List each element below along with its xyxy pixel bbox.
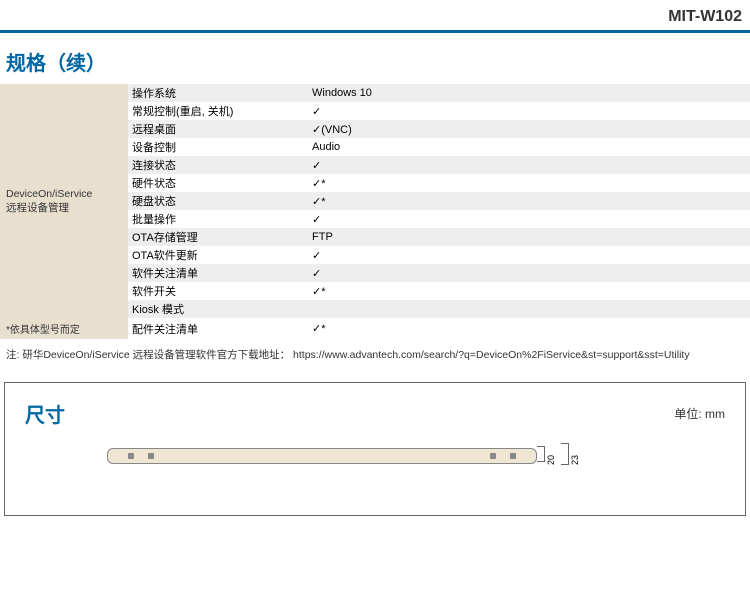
spec-label: 远程桌面	[128, 120, 308, 138]
spec-value: ✓*	[308, 282, 750, 300]
bracket-icon	[561, 443, 569, 465]
spec-label: 操作系统	[128, 84, 308, 102]
device-drawing: 20 23	[25, 446, 725, 465]
spec-label: 软件开关	[128, 282, 308, 300]
dimension-unit: 单位: mm	[674, 405, 725, 422]
table-row: *依具体型号而定配件关注清单✓*	[0, 318, 750, 339]
spec-label: Kiosk 模式	[128, 300, 308, 318]
bracket-icon	[537, 446, 545, 462]
dimension-title: 尺寸	[25, 399, 65, 428]
spec-value: ✓	[308, 102, 750, 120]
product-title: MIT-W102	[0, 0, 750, 30]
table-row: DeviceOn/iService远程设备管理操作系统Windows 10	[0, 84, 750, 102]
port-icon	[510, 453, 516, 459]
spec-value: ✓	[308, 156, 750, 174]
note-prefix: 注: 研华DeviceOn/iService 远程设备管理软件官方下载地址：	[6, 349, 290, 361]
port-icon	[128, 453, 134, 459]
dimension-callouts: 20 23	[537, 446, 581, 465]
spec-label: 软件关注清单	[128, 264, 308, 282]
spec-label: 连接状态	[128, 156, 308, 174]
spec-label: 批量操作	[128, 210, 308, 228]
port-icon	[490, 453, 496, 459]
spec-value: ✓*	[308, 174, 750, 192]
spec-value: Windows 10	[308, 84, 750, 102]
spec-value	[308, 300, 750, 318]
spec-label: 硬盘状态	[128, 192, 308, 210]
section-title: 规格（续）	[0, 43, 750, 84]
spec-value: FTP	[308, 228, 750, 246]
spec-label: 硬件状态	[128, 174, 308, 192]
spec-value: ✓(VNC)	[308, 120, 750, 138]
spec-label: 常规控制(重启, 关机)	[128, 102, 308, 120]
spec-value: ✓	[308, 264, 750, 282]
group-label-line1: DeviceOn/iService	[6, 188, 122, 200]
spec-value: Audio	[308, 138, 750, 156]
divider	[0, 30, 750, 33]
spec-value: ✓*	[308, 318, 750, 339]
spec-value: ✓	[308, 210, 750, 228]
spec-table: DeviceOn/iService远程设备管理操作系统Windows 10常规控…	[0, 84, 750, 339]
dim-inner-height: 20	[545, 446, 557, 465]
device-bar	[107, 448, 537, 464]
spec-label: OTA存储管理	[128, 228, 308, 246]
dim-outer-height: 23	[569, 446, 581, 465]
spec-value: ✓*	[308, 192, 750, 210]
row-group-label: DeviceOn/iService远程设备管理	[0, 84, 128, 318]
port-icon	[148, 453, 154, 459]
spec-value: ✓	[308, 246, 750, 264]
spec-label: 设备控制	[128, 138, 308, 156]
row-group-footnote: *依具体型号而定	[0, 318, 128, 339]
spec-label: 配件关注清单	[128, 318, 308, 339]
footnote: 注: 研华DeviceOn/iService 远程设备管理软件官方下载地址： h…	[0, 339, 750, 378]
group-label-line2: 远程设备管理	[6, 200, 122, 215]
spec-label: OTA软件更新	[128, 246, 308, 264]
download-link[interactable]: https://www.advantech.com/search/?q=Devi…	[293, 349, 690, 361]
dimension-panel: 尺寸 单位: mm 20 23	[4, 382, 746, 516]
